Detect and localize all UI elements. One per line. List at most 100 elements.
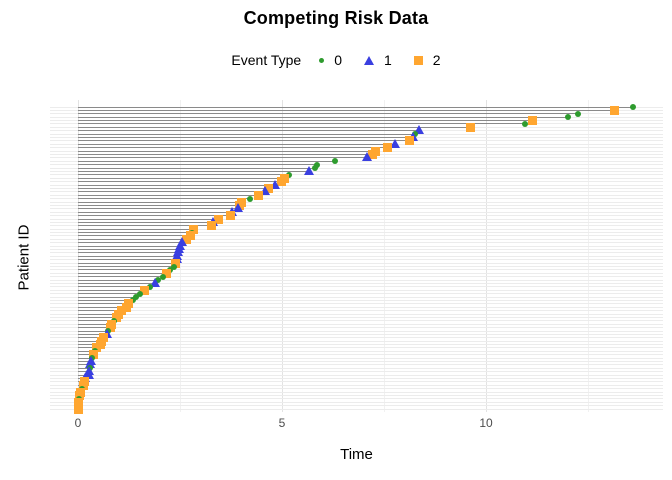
patient-gridline xyxy=(50,350,663,352)
legend-title: Event Type xyxy=(231,52,302,68)
patient-row-segment xyxy=(78,279,159,281)
legend-item-label: 0 xyxy=(334,52,342,68)
event-marker-circle xyxy=(137,290,144,297)
event-marker-square xyxy=(277,177,287,187)
patient-row-segment xyxy=(78,306,127,308)
patient-row-segment xyxy=(78,198,251,200)
patient-row-segment xyxy=(78,337,104,339)
patient-gridline xyxy=(50,347,663,349)
patient-gridline xyxy=(50,405,663,407)
patient-gridline xyxy=(50,279,663,281)
patient-row-segment xyxy=(78,255,178,257)
event-marker-square xyxy=(610,105,620,115)
patient-row-segment xyxy=(78,235,191,237)
patient-gridline xyxy=(50,215,663,217)
patient-gridline xyxy=(50,310,663,312)
patient-gridline xyxy=(50,293,663,295)
event-marker-square xyxy=(106,323,116,333)
patient-gridline xyxy=(50,242,663,244)
patient-row-segment xyxy=(78,140,410,142)
y-axis-title: Patient ID xyxy=(15,224,33,291)
patient-gridline xyxy=(50,249,663,251)
patient-gridline xyxy=(50,255,663,257)
patient-row-segment xyxy=(78,286,150,288)
patient-gridline xyxy=(50,313,663,315)
patient-row-segment xyxy=(78,113,578,115)
patient-gridline xyxy=(50,187,663,189)
patient-row-segment xyxy=(78,167,316,169)
patient-row-segment xyxy=(78,228,194,230)
patient-row-segment xyxy=(78,181,282,183)
patient-gridline xyxy=(50,371,663,373)
patient-gridline xyxy=(50,388,663,390)
patient-row-segment xyxy=(78,164,318,166)
patient-row-segment xyxy=(78,249,180,251)
patient-row-segment xyxy=(78,174,289,176)
patient-row-segment xyxy=(78,276,164,278)
patient-gridline xyxy=(50,344,663,346)
patient-row-segment xyxy=(78,245,180,247)
patient-gridline xyxy=(50,194,663,196)
patient-row-segment xyxy=(78,221,213,223)
legend: Event Type 0 1 2 xyxy=(0,52,672,68)
patient-gridline xyxy=(50,299,663,301)
patient-gridline xyxy=(50,398,663,400)
event-marker-square xyxy=(528,116,538,126)
patient-row-segment xyxy=(78,120,533,122)
event-marker-circle xyxy=(160,273,167,280)
event-marker-triangle xyxy=(85,359,96,369)
event-marker-square xyxy=(170,258,180,268)
patient-row-segment xyxy=(78,150,376,152)
event-marker-square xyxy=(225,211,235,221)
patient-row-segment xyxy=(78,367,90,369)
patient-row-segment xyxy=(78,262,176,264)
patient-gridline xyxy=(50,191,663,193)
patient-gridline xyxy=(50,259,663,261)
event-marker-triangle xyxy=(303,165,314,175)
patient-row-segment xyxy=(78,116,568,118)
event-marker-square xyxy=(140,285,150,295)
patient-gridline xyxy=(50,306,663,308)
patient-row-segment xyxy=(78,225,212,227)
patient-row-segment xyxy=(78,323,112,325)
legend-item-label: 1 xyxy=(384,52,392,68)
patient-gridline xyxy=(50,391,663,393)
patient-gridline xyxy=(50,357,663,359)
event-marker-square xyxy=(112,312,122,322)
patient-gridline xyxy=(50,262,663,264)
patient-row-segment xyxy=(78,364,91,366)
patient-gridline xyxy=(50,276,663,278)
patient-row-segment xyxy=(78,266,174,268)
circle-marker-icon xyxy=(319,57,325,63)
patient-row-segment xyxy=(78,133,415,135)
legend-items: 0 1 2 xyxy=(319,52,441,68)
patient-row-segment xyxy=(78,154,373,156)
event-marker-circle xyxy=(332,158,339,165)
patient-gridline xyxy=(50,354,663,356)
patient-row-segment xyxy=(78,184,276,186)
patient-row-segment xyxy=(78,194,259,196)
patient-row-segment xyxy=(78,130,419,132)
patient-row-segment xyxy=(78,320,114,322)
patient-row-segment xyxy=(78,187,269,189)
patient-gridline xyxy=(50,167,663,169)
patient-row-segment xyxy=(78,327,111,329)
patient-gridline xyxy=(50,289,663,291)
patient-row-segment xyxy=(78,143,396,145)
patient-gridline xyxy=(50,337,663,339)
event-marker-circle xyxy=(129,297,136,304)
patient-gridline xyxy=(50,204,663,206)
patient-row-segment xyxy=(78,218,219,220)
patient-gridline xyxy=(50,232,663,234)
patient-gridline xyxy=(50,208,663,210)
legend-item-event-1: 1 xyxy=(364,52,392,68)
patient-row-segment xyxy=(78,357,92,359)
event-marker-square xyxy=(213,214,223,224)
event-marker-circle xyxy=(247,195,254,202)
event-marker-square xyxy=(466,122,476,132)
event-marker-triangle xyxy=(413,125,424,135)
legend-item-label: 2 xyxy=(432,52,441,68)
event-marker-square xyxy=(253,190,263,200)
patient-gridline xyxy=(50,164,663,166)
